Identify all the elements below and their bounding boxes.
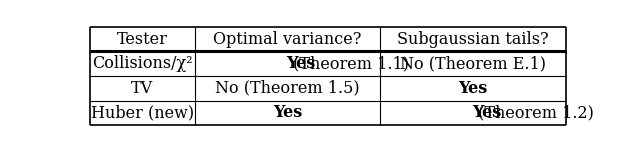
Text: Yes: Yes xyxy=(287,55,316,72)
Text: Subgaussian tails?: Subgaussian tails? xyxy=(397,31,549,48)
Text: No (Theorem E.1): No (Theorem E.1) xyxy=(400,55,546,72)
Text: Collisions/χ²: Collisions/χ² xyxy=(92,55,193,72)
Text: Optimal variance?: Optimal variance? xyxy=(213,31,362,48)
Text: Yes: Yes xyxy=(472,104,502,121)
Text: Yes: Yes xyxy=(459,80,488,97)
Text: TV: TV xyxy=(131,80,154,97)
Text: Huber (new): Huber (new) xyxy=(91,104,194,121)
Text: No (Theorem 1.5): No (Theorem 1.5) xyxy=(215,80,360,97)
Text: (Theorem 1.2): (Theorem 1.2) xyxy=(473,104,594,121)
Text: (Theorem 1.1): (Theorem 1.1) xyxy=(287,55,408,72)
Text: Tester: Tester xyxy=(117,31,168,48)
Text: Yes: Yes xyxy=(273,104,302,121)
